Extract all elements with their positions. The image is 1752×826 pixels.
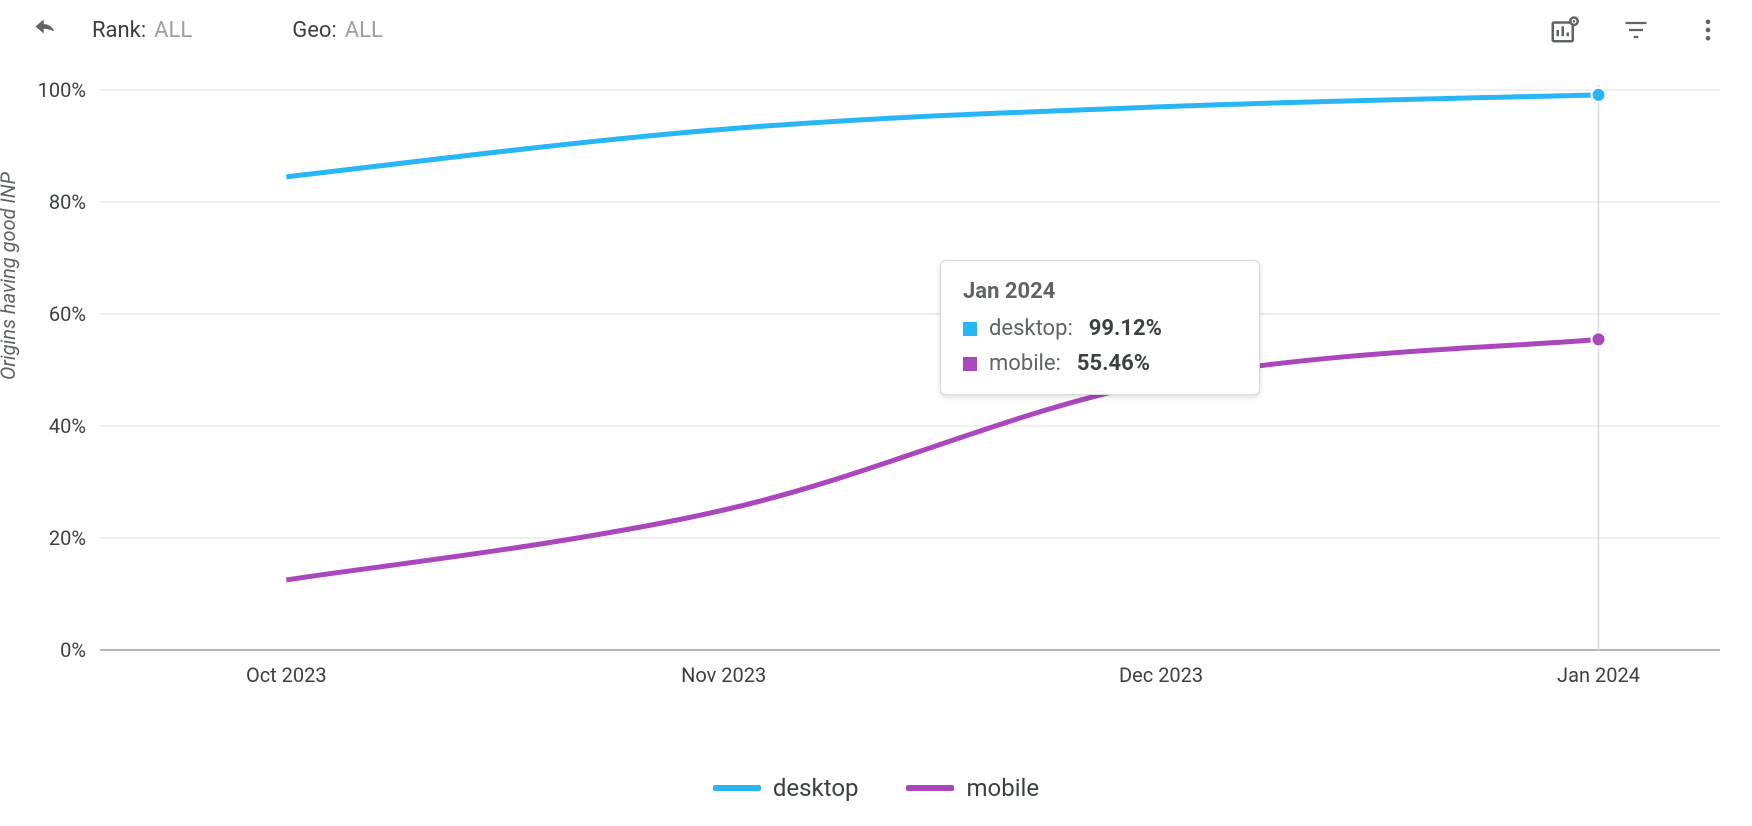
undo-icon <box>32 16 60 44</box>
rank-filter-label: Rank: <box>92 18 146 43</box>
tooltip-series-value: 99.12% <box>1089 316 1162 341</box>
svg-text:100%: 100% <box>38 78 86 102</box>
filter-button[interactable] <box>1612 6 1660 54</box>
toolbar: Rank: ALL Geo: ALL <box>0 0 1752 60</box>
svg-text:60%: 60% <box>49 302 86 326</box>
tooltip-series-name: desktop: <box>989 316 1073 341</box>
tooltip-swatch <box>963 322 977 336</box>
svg-text:40%: 40% <box>49 414 86 438</box>
chart-container: Origins having good INP 0%20%40%60%80%10… <box>0 60 1752 760</box>
tooltip-series-name: mobile: <box>989 351 1061 376</box>
chart-settings-icon <box>1549 15 1579 45</box>
legend-swatch <box>906 785 954 791</box>
undo-button[interactable] <box>28 16 64 44</box>
legend-item[interactable]: desktop <box>713 774 859 802</box>
chart-settings-button[interactable] <box>1540 6 1588 54</box>
more-vert-icon <box>1694 16 1722 44</box>
legend-swatch <box>713 785 761 791</box>
more-menu-button[interactable] <box>1684 6 1732 54</box>
geo-filter-label: Geo: <box>292 18 337 43</box>
tooltip-swatch <box>963 357 977 371</box>
filter-icon <box>1622 16 1650 44</box>
svg-text:Jan 2024: Jan 2024 <box>1557 663 1640 687</box>
chart-legend: desktop mobile <box>0 774 1752 802</box>
tooltip-series-value: 55.46% <box>1077 351 1150 376</box>
legend-label: mobile <box>966 774 1039 802</box>
svg-text:80%: 80% <box>49 190 86 214</box>
rank-filter-value[interactable]: ALL <box>154 18 192 43</box>
tooltip-title: Jan 2024 <box>963 279 1237 304</box>
svg-text:20%: 20% <box>49 526 86 550</box>
legend-item[interactable]: mobile <box>906 774 1039 802</box>
svg-text:Nov 2023: Nov 2023 <box>681 663 766 687</box>
chart-tooltip: Jan 2024 desktop: 99.12% mobile: 55.46% <box>940 260 1260 395</box>
line-chart[interactable]: 0% 20% 40% 60% 80% 100% Oct 2023 Nov 2023 Dec 20… <box>0 60 1752 720</box>
tooltip-row: mobile: 55.46% <box>963 351 1237 376</box>
svg-text:Dec 2023: Dec 2023 <box>1119 663 1203 687</box>
geo-filter-value[interactable]: ALL <box>345 18 383 43</box>
tooltip-row: desktop: 99.12% <box>963 316 1237 341</box>
legend-label: desktop <box>773 774 859 802</box>
svg-text:Oct 2023: Oct 2023 <box>246 663 327 687</box>
svg-text:0%: 0% <box>60 638 86 662</box>
